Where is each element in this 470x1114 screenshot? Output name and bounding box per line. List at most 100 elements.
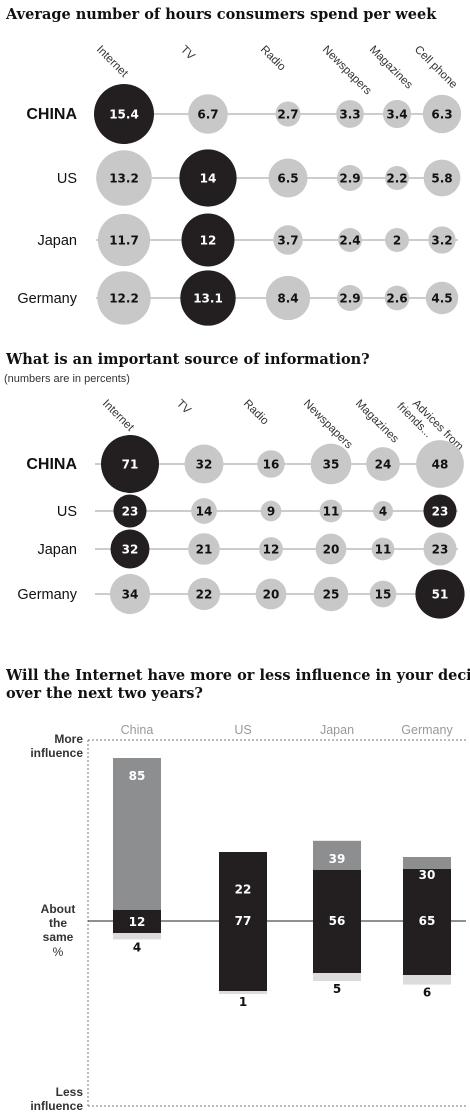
bubble-value-china-newspapers: 35 (323, 458, 340, 472)
bar-less-china (113, 933, 161, 940)
bubble-value-china-radio: 2.7 (277, 108, 298, 122)
axis-label-same-line-1: About (41, 902, 76, 916)
value-less-japan: 5 (333, 982, 341, 996)
bubble-us-internet (96, 150, 152, 206)
row-label-germany: Germany (17, 587, 77, 603)
bubble-japan-newspapers (315, 533, 347, 565)
bubble-value-germany-cell-phone: 4.5 (431, 292, 452, 306)
bubble-germany-cell-phone (425, 281, 459, 315)
axis-label-unit: % (53, 945, 64, 959)
bubble-germany-newspapers (313, 576, 349, 612)
bubble-value-japan-tv: 12 (200, 234, 217, 248)
bubble-china-internet (94, 84, 154, 144)
value-less-us: 1 (239, 995, 247, 1009)
column-header-internet: Internet (94, 44, 131, 81)
bubble-us-radio (268, 158, 308, 198)
row-label-japan: Japan (37, 542, 77, 558)
value-same-japan: 56 (329, 914, 346, 928)
bubble-value-germany-radio: 8.4 (277, 292, 298, 306)
bar-same-germany (403, 869, 451, 975)
bubble-china-internet (101, 435, 159, 493)
bubble-value-japan-magazines: 2 (393, 234, 401, 248)
influence-chart-title-line-2: over the next two years? (6, 685, 203, 702)
bubble-value-china-internet: 15.4 (109, 108, 139, 122)
bubble-value-us-magazines: 4 (379, 505, 387, 519)
axis-label-less-line-1: Less (56, 1085, 84, 1099)
column-header-line: TV (178, 44, 197, 63)
bubble-us-newspapers (319, 499, 343, 523)
bubble-japan-advices-from-friends (423, 532, 457, 566)
column-header-magazines: Magazines (353, 398, 401, 446)
column-header-tv: TV (174, 398, 193, 417)
row-label-us: US (57, 504, 77, 520)
bubble-value-china-advices-from-friends: 48 (432, 458, 449, 472)
bar-less-germany (403, 975, 451, 985)
sources-chart: What is an important source of informati… (4, 351, 465, 619)
bubble-value-japan-advices-from-friends: 23 (432, 543, 449, 557)
row-label-japan: Japan (37, 233, 77, 249)
influence-chart-title-line-1: Will the Internet have more or less infl… (5, 667, 470, 684)
bubble-value-us-radio: 9 (267, 505, 275, 519)
value-same-germany: 65 (419, 914, 436, 928)
bubble-germany-tv (187, 577, 221, 611)
bubble-us-magazines (385, 166, 409, 190)
bubble-germany-internet (97, 271, 151, 325)
bubble-value-china-tv: 32 (196, 458, 213, 472)
bubble-value-germany-tv: 13.1 (193, 292, 223, 306)
bar-more-japan (313, 840, 361, 870)
bubble-us-advices-from-friends (423, 494, 457, 528)
column-header-line: Cell phone (412, 44, 459, 91)
bubble-value-china-tv: 6.7 (197, 108, 218, 122)
bar-less-us (219, 991, 267, 994)
bubble-germany-tv (180, 270, 236, 326)
value-same-china: 12 (129, 915, 146, 929)
bubble-value-germany-internet: 12.2 (109, 292, 139, 306)
bubble-china-newspapers (310, 443, 352, 485)
bubble-us-tv (191, 498, 217, 524)
bubble-germany-radio (265, 275, 311, 321)
column-header-line: Magazines (367, 44, 415, 92)
bar-less-japan (313, 973, 361, 981)
column-header-internet: Internet (100, 398, 137, 435)
row-label-china: CHINA (26, 456, 77, 473)
category-label-us: US (234, 723, 251, 737)
bubble-japan-tv (188, 533, 220, 565)
bubble-china-radio (275, 101, 301, 127)
row-label-china: CHINA (26, 106, 77, 123)
bubble-germany-internet (109, 573, 151, 615)
bubble-china-magazines (382, 99, 412, 129)
bubble-value-china-magazines: 3.4 (386, 108, 407, 122)
bubble-germany-magazines (369, 580, 397, 608)
column-header-magazines: Magazines (367, 44, 415, 92)
column-header-line: Newspapers (301, 398, 355, 452)
value-more-germany: 30 (419, 868, 436, 882)
bubble-value-japan-newspapers: 2.4 (339, 234, 360, 248)
bubble-value-germany-magazines: 15 (375, 588, 392, 602)
influence-chart: Will the Internet have more or less infl… (5, 667, 470, 1113)
bubble-value-germany-radio: 20 (263, 588, 280, 602)
column-header-radio: Radio (258, 44, 288, 74)
bubble-value-japan-internet: 32 (122, 543, 139, 557)
bubble-value-japan-magazines: 11 (375, 543, 392, 557)
bubble-value-china-newspapers: 3.3 (339, 108, 360, 122)
influence-bars: MoreinfluenceAboutthesame%LessinfluenceC… (30, 723, 466, 1113)
bubble-value-germany-internet: 34 (122, 588, 139, 602)
bubble-us-newspapers (336, 164, 364, 192)
hours-chart-title: Average number of hours consumers spend … (5, 6, 437, 23)
bubble-value-us-tv: 14 (200, 172, 217, 186)
bar-more-germany (403, 857, 451, 869)
bubble-japan-magazines (385, 228, 409, 252)
bubble-japan-radio (259, 537, 283, 561)
bubble-value-japan-tv: 21 (196, 543, 213, 557)
bubble-value-germany-magazines: 2.6 (386, 292, 407, 306)
value-less-china: 4 (133, 940, 141, 954)
category-label-germany: Germany (401, 723, 453, 737)
column-header-tv: TV (178, 44, 197, 63)
bubble-value-japan-newspapers: 20 (323, 543, 340, 557)
bubble-us-internet (113, 494, 147, 528)
bubble-value-china-magazines: 24 (375, 458, 392, 472)
bubble-china-tv (184, 444, 224, 484)
